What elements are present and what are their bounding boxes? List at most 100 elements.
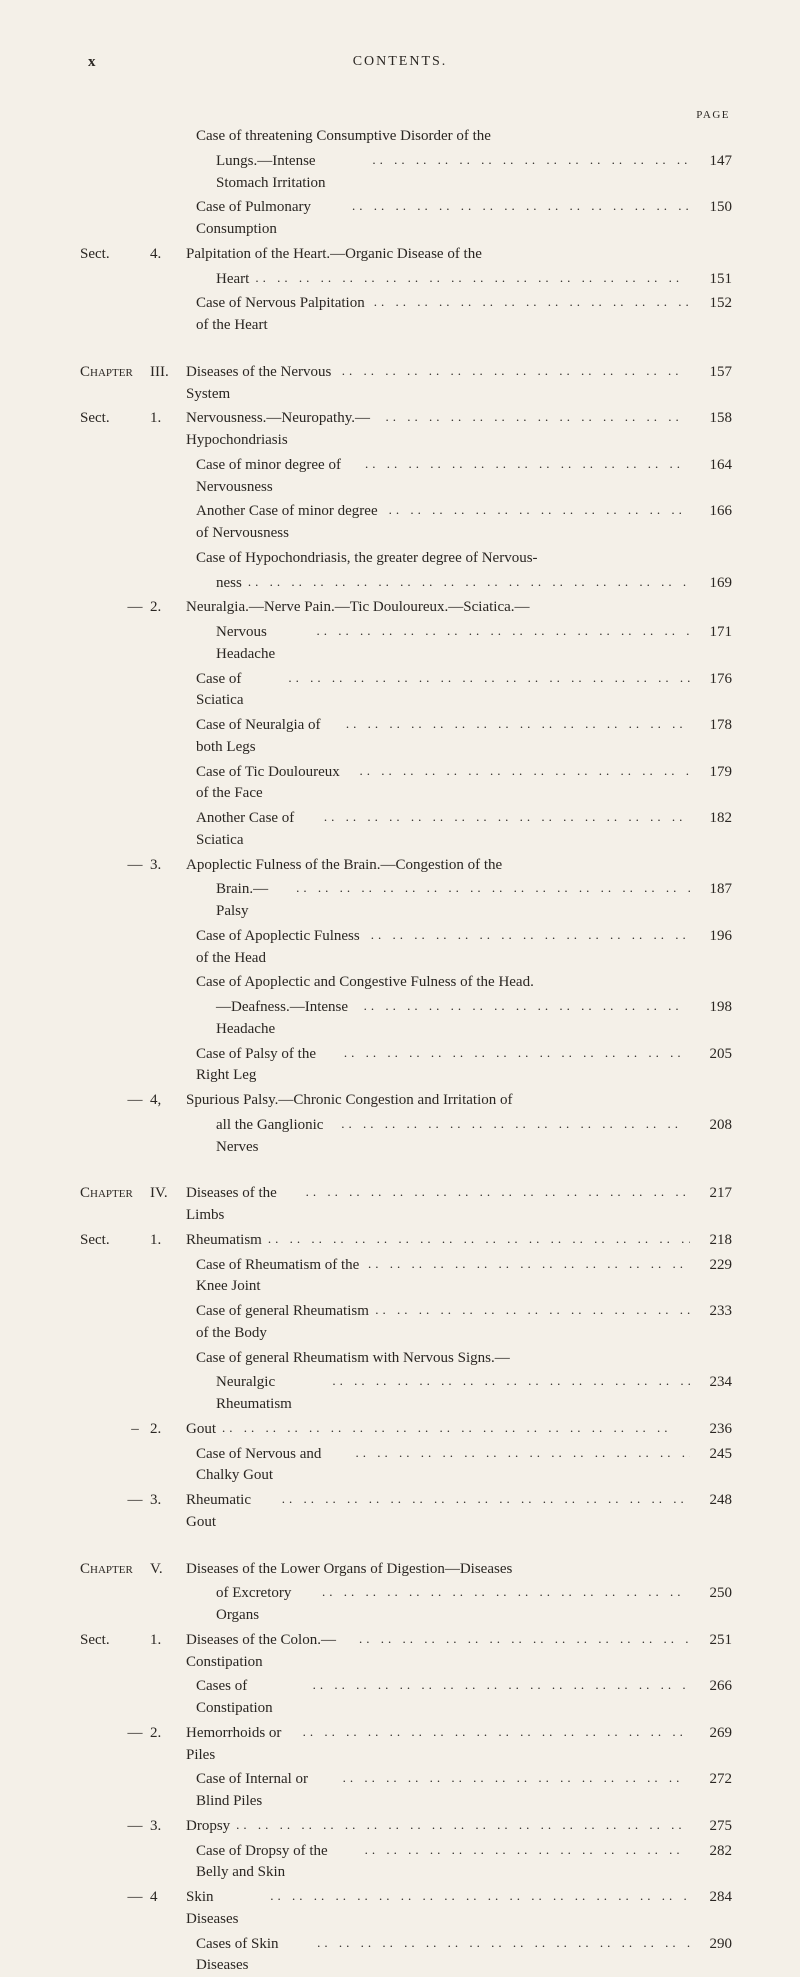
row-label: ChapterIV. [80,1183,186,1205]
row-page-number: 266 [690,1676,732,1698]
dot-leader: .. .. .. .. .. .. .. .. .. .. .. .. .. .… [353,1630,690,1649]
row-label: ChapterV. [80,1559,186,1581]
row-text: Case of Neuralgia of both Legs [196,715,340,759]
row-label-category: Sect. [80,408,150,430]
row-text: Nervous Headache [216,622,310,666]
dot-leader: .. .. .. .. .. .. .. .. .. .. .. .. .. .… [230,1816,690,1835]
toc-row: of Excretory Organs.. .. .. .. .. .. .. … [80,1583,732,1627]
row-text: Nervousness.—Neuropathy.—Hypochondriasis [186,408,380,452]
row-label-number: V. [150,1559,180,1581]
toc-row: —Deafness.—Intense Headache.. .. .. .. .… [80,997,732,1041]
row-text: Rheumatism [186,1230,262,1252]
toc-row: —3.Dropsy.. .. .. .. .. .. .. .. .. .. .… [80,1816,732,1838]
toc-row: Sect.1.Diseases of the Colon.—Constipati… [80,1630,732,1674]
row-page-number: 198 [690,997,732,1019]
row-label-number: 4. [150,244,180,266]
row-label-number: III. [150,362,180,384]
dot-leader: .. .. .. .. .. .. .. .. .. .. .. .. .. .… [335,1115,690,1134]
toc-row: Cases of Skin Diseases.. .. .. .. .. .. … [80,1934,732,1977]
dot-leader: .. .. .. .. .. .. .. .. .. .. .. .. .. .… [368,293,690,312]
row-page-number: 282 [690,1841,732,1863]
toc-row: Case of Tic Douloureux of the Face.. .. … [80,762,732,806]
dot-leader: .. .. .. .. .. .. .. .. .. .. .. .. .. .… [353,762,690,781]
row-label-number: 4, [150,1090,180,1112]
row-text: Gout [186,1419,216,1441]
row-text: Case of Sciatica [196,669,282,713]
toc-row: Sect.1.Rheumatism.. .. .. .. .. .. .. ..… [80,1230,732,1252]
row-page-number: 152 [690,293,732,315]
toc-row: Heart.. .. .. .. .. .. .. .. .. .. .. ..… [80,269,732,291]
row-label: —2. [80,597,186,619]
page-corner-mark: x [88,52,97,74]
toc-row: Case of Rheumatism of the Knee Joint.. .… [80,1255,732,1299]
row-label-category: — [120,855,150,877]
dot-leader: .. .. .. .. .. .. .. .. .. .. .. .. .. .… [242,573,690,592]
row-text: Case of threatening Consumptive Disorder… [196,126,491,148]
section-gap [80,1161,732,1183]
toc-row: Case of general Rheumatism with Nervous … [80,1348,732,1370]
row-page-number: 147 [690,151,732,173]
toc-row: Case of Neuralgia of both Legs.. .. .. .… [80,715,732,759]
row-label-category: — [120,1816,150,1838]
row-text: Case of Rheumatism of the Knee Joint [196,1255,362,1299]
dot-leader: .. .. .. .. .. .. .. .. .. .. .. .. .. .… [336,362,690,381]
row-label-number: IV. [150,1183,180,1205]
toc-row: Nervous Headache.. .. .. .. .. .. .. .. … [80,622,732,666]
row-label: —3. [80,855,186,877]
row-text: Lungs.—Intense Stomach Irritation [216,151,366,195]
toc-row: ChapterV.Diseases of the Lower Organs of… [80,1559,732,1581]
row-text: Neuralgia.—Nerve Pain.—Tic Douloureux.—S… [186,597,530,619]
row-label-number: 1. [150,1230,180,1252]
row-label-number: 2. [150,1723,180,1745]
row-text: Case of Tic Douloureux of the Face [196,762,353,806]
row-text: Case of general Rheumatism with Nervous … [196,1348,510,1370]
row-label: ChapterIII. [80,362,186,384]
row-text: Case of Palsy of the Right Leg [196,1044,338,1088]
row-page-number: 290 [690,1934,732,1956]
row-label: —3. [80,1816,186,1838]
row-label: Sect.1. [80,408,186,430]
row-label-category: — [120,1090,150,1112]
toc-row: ChapterIII.Diseases of the Nervous Syste… [80,362,732,406]
toc-row: Case of Nervous and Chalky Gout.. .. .. … [80,1444,732,1488]
dot-leader: .. .. .. .. .. .. .. .. .. .. .. .. .. .… [297,1723,690,1742]
row-label-category: — [120,1490,150,1512]
dot-leader: .. .. .. .. .. .. .. .. .. .. .. .. .. .… [282,669,690,688]
toc-row: —4Skin Diseases.. .. .. .. .. .. .. .. .… [80,1887,732,1931]
row-text: Case of Nervous and Chalky Gout [196,1444,349,1488]
row-page-number: 178 [690,715,732,737]
toc-row: Case of Apoplectic and Congestive Fulnes… [80,972,732,994]
row-page-number: 234 [690,1372,732,1394]
toc-row: —4,Spurious Palsy.—Chronic Congestion an… [80,1090,732,1112]
dot-leader: .. .. .. .. .. .. .. .. .. .. .. .. .. .… [366,151,690,170]
row-page-number: 176 [690,669,732,691]
row-text: Diseases of the Colon.—Constipation [186,1630,353,1674]
row-text: Case of Hypochondriasis, the greater deg… [196,548,538,570]
row-label-category: — [120,1887,150,1909]
row-label-number: 3. [150,855,180,877]
toc-row: Case of general Rheumatism of the Body..… [80,1301,732,1345]
dot-leader: .. .. .. .. .. .. .. .. .. .. .. .. .. .… [316,1583,690,1602]
row-text: Case of Internal or Blind Piles [196,1769,337,1813]
section-gap [80,340,732,362]
row-label-number: 2. [150,1419,180,1441]
row-page-number: 182 [690,808,732,830]
toc-row: Lungs.—Intense Stomach Irritation.. .. .… [80,151,732,195]
row-page-number: 171 [690,622,732,644]
toc-row: Neuralgic Rheumatism.. .. .. .. .. .. ..… [80,1372,732,1416]
dot-leader: .. .. .. .. .. .. .. .. .. .. .. .. .. .… [359,455,690,474]
toc-row: Brain.—Palsy.. .. .. .. .. .. .. .. .. .… [80,879,732,923]
row-text: Diseases of the Lower Organs of Digestio… [186,1559,512,1581]
row-label-number: 1. [150,408,180,430]
dot-leader: .. .. .. .. .. .. .. .. .. .. .. .. .. .… [249,269,690,288]
dot-leader: .. .. .. .. .. .. .. .. .. .. .. .. .. .… [307,1676,690,1695]
running-head: CONTENTS. [353,52,448,72]
row-page-number: 208 [690,1115,732,1137]
dot-leader: .. .. .. .. .. .. .. .. .. .. .. .. .. .… [318,808,690,827]
row-label: —4, [80,1090,186,1112]
row-text: Hemorrhoids or Piles [186,1723,297,1767]
row-page-number: 151 [690,269,732,291]
row-page-number: 284 [690,1887,732,1909]
row-label-category: — [120,597,150,619]
dot-leader: .. .. .. .. .. .. .. .. .. .. .. .. .. .… [311,1934,690,1953]
